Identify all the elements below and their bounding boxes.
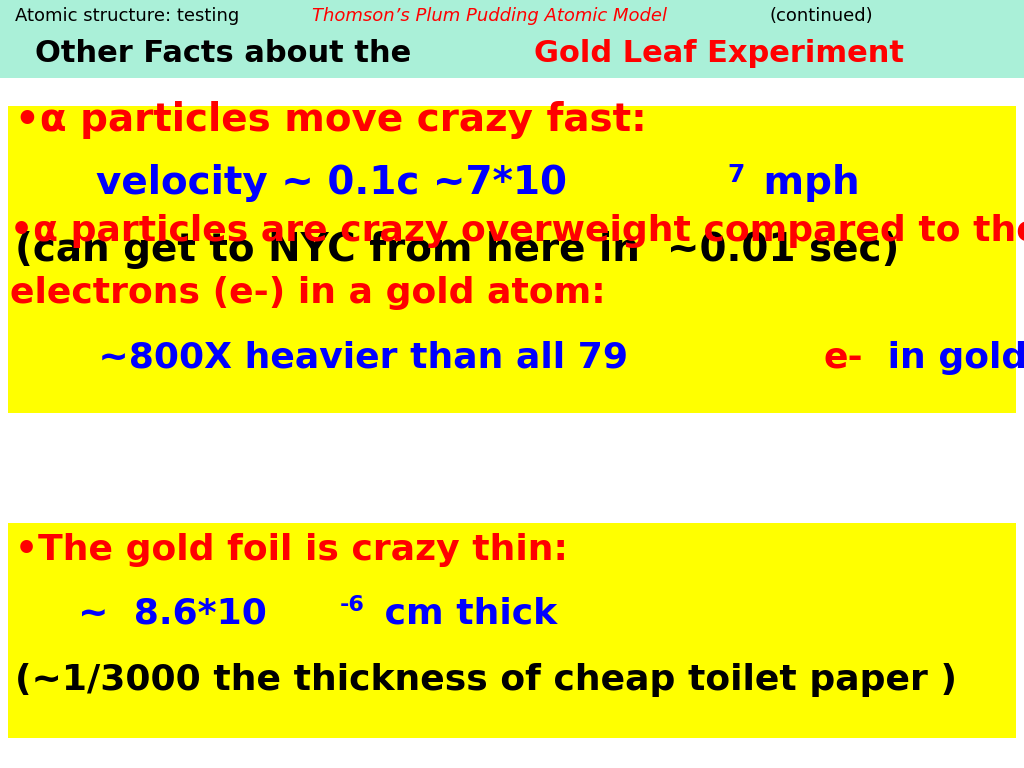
Text: Other Facts about the: Other Facts about the bbox=[35, 39, 422, 68]
Text: cm thick: cm thick bbox=[372, 596, 557, 630]
Bar bbox=[8, 213, 1016, 413]
Text: Gold Leaf Experiment: Gold Leaf Experiment bbox=[535, 39, 904, 68]
Text: (~1/3000 the thickness of cheap toilet paper ): (~1/3000 the thickness of cheap toilet p… bbox=[15, 663, 957, 697]
Text: •The gold foil is crazy thin:: •The gold foil is crazy thin: bbox=[15, 533, 568, 567]
Text: mph: mph bbox=[750, 164, 859, 202]
Text: (can get to NYC from here in  ~0.01 sec): (can get to NYC from here in ~0.01 sec) bbox=[15, 231, 899, 269]
Bar bbox=[8, 523, 1016, 738]
Text: in gold atom: in gold atom bbox=[874, 341, 1024, 375]
Text: Atomic structure: testing: Atomic structure: testing bbox=[15, 7, 245, 25]
Bar bbox=[0, 30, 1024, 78]
Bar bbox=[0, 0, 1024, 30]
Text: Thomson’s Plum Pudding Atomic Model: Thomson’s Plum Pudding Atomic Model bbox=[311, 7, 667, 25]
Text: (continued): (continued) bbox=[770, 7, 873, 25]
Text: velocity ~ 0.1c ~7*10: velocity ~ 0.1c ~7*10 bbox=[15, 164, 567, 202]
Text: e-: e- bbox=[824, 341, 863, 375]
Text: •α particles move crazy fast:: •α particles move crazy fast: bbox=[15, 101, 647, 139]
Text: rarely mentioned:: rarely mentioned: bbox=[1012, 39, 1024, 68]
Text: 7: 7 bbox=[727, 163, 744, 187]
Text: •α particles are crazy overweight compared to the: •α particles are crazy overweight compar… bbox=[10, 214, 1024, 248]
Text: ~  8.6*10: ~ 8.6*10 bbox=[15, 596, 267, 630]
Bar bbox=[8, 106, 1016, 276]
Text: -6: -6 bbox=[340, 595, 365, 615]
Text: ~800X heavier than all 79: ~800X heavier than all 79 bbox=[10, 341, 641, 375]
Text: electrons (e-) in a gold atom:: electrons (e-) in a gold atom: bbox=[10, 276, 605, 310]
